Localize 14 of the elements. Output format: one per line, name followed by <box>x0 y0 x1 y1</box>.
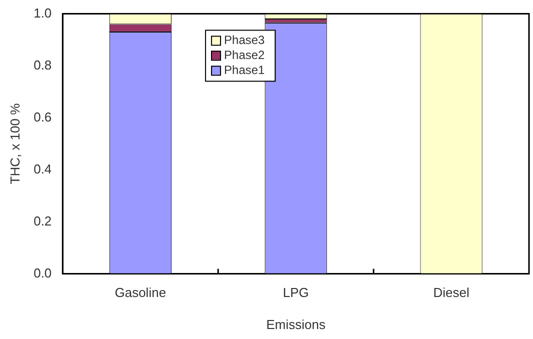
y-tick-label: 0.6 <box>34 109 52 124</box>
y-tick-label: 0.4 <box>34 161 52 176</box>
legend-label: Phase2 <box>224 48 266 62</box>
legend-label: Phase1 <box>224 63 266 78</box>
y-tick-label: 1.0 <box>34 5 52 20</box>
y-tick-label: 0.2 <box>34 213 52 228</box>
y-tick-label: 0.0 <box>34 265 52 280</box>
x-tick-label: Diesel <box>433 285 470 300</box>
x-tick-label: LPG <box>282 285 309 300</box>
x-tick-label: Gasoline <box>114 285 166 300</box>
y-tick-label: 0.8 <box>34 57 52 72</box>
y-axis-title: THC, x 100 % <box>7 102 22 184</box>
x-axis-title: Emissions <box>266 316 326 332</box>
legend-label: Phase3 <box>224 33 266 48</box>
